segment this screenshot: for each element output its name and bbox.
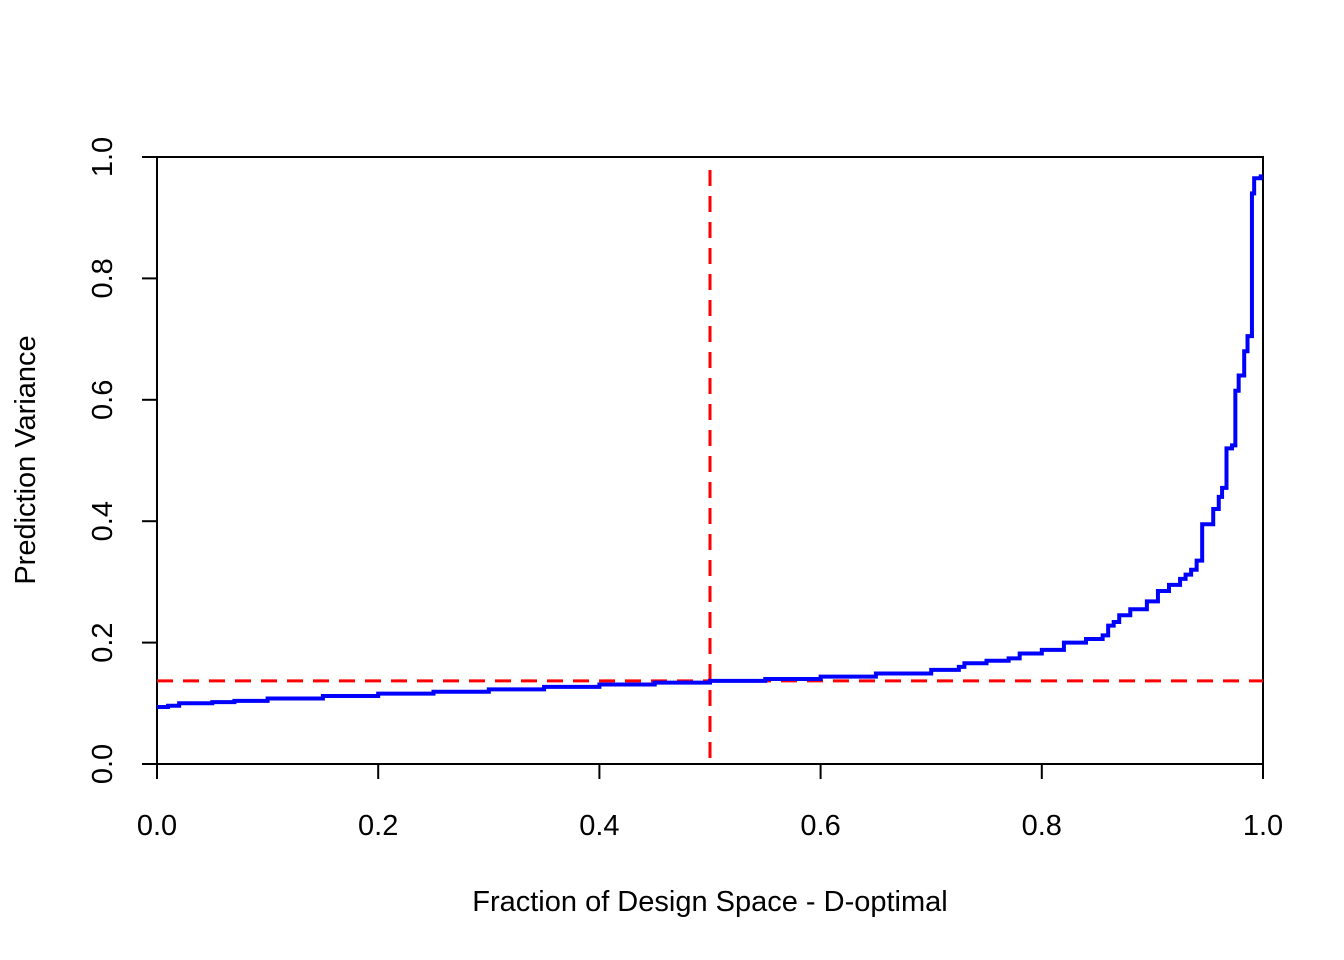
- y-tick-label: 0.2: [87, 622, 119, 662]
- series-layer: [157, 174, 1263, 709]
- x-tick-label: 0.4: [579, 810, 619, 842]
- plot-box: [156, 156, 1264, 765]
- x-tick-label: 0.6: [800, 810, 840, 842]
- y-tick-label: 0.4: [87, 501, 119, 541]
- x-tick-label: 1.0: [1243, 810, 1283, 842]
- y-axis-title: Prediction Variance: [10, 335, 42, 584]
- reference-lines: [157, 170, 1263, 764]
- x-tick-label: 0.0: [137, 810, 177, 842]
- series-line: [157, 174, 1263, 709]
- x-tick-label: 0.8: [1022, 810, 1062, 842]
- x-axis-title: Fraction of Design Space - D-optimal: [472, 886, 947, 918]
- x-tick-label: 0.2: [358, 810, 398, 842]
- y-tick-label: 1.0: [87, 137, 119, 177]
- y-tick-label: 0.6: [87, 380, 119, 420]
- x-axis: 0.0 0.2 0.4 0.6 0.8 1.0: [137, 764, 1283, 842]
- y-axis: 0.0 0.2 0.4 0.6 0.8 1.0: [87, 137, 157, 784]
- y-tick-label: 0.8: [87, 258, 119, 298]
- y-tick-label: 0.0: [87, 744, 119, 784]
